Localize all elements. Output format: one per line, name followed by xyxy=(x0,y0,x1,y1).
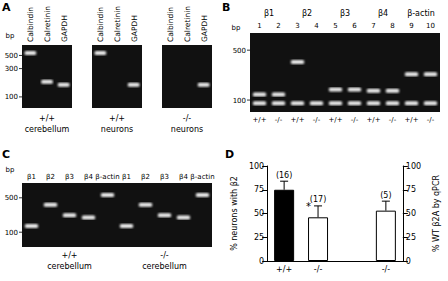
svg-text:GAPDH: GAPDH xyxy=(130,15,139,42)
svg-text:6: 6 xyxy=(352,22,357,30)
svg-text:-/-: -/- xyxy=(183,114,192,123)
svg-text:-/-: -/- xyxy=(389,116,397,124)
svg-text:4: 4 xyxy=(314,22,319,30)
svg-text:D: D xyxy=(225,148,234,161)
svg-text:100: 100 xyxy=(5,229,18,237)
svg-text:cerebellum: cerebellum xyxy=(25,125,70,134)
svg-text:neurons: neurons xyxy=(171,125,203,134)
svg-text:β3: β3 xyxy=(65,173,74,181)
svg-text:+/+: +/+ xyxy=(39,114,55,123)
svg-text:(5): (5) xyxy=(380,191,391,200)
svg-text:β-actin: β-actin xyxy=(407,9,435,18)
svg-text:+/+: +/+ xyxy=(109,114,125,123)
svg-text:+/+: +/+ xyxy=(290,116,304,124)
svg-text:cerebellum: cerebellum xyxy=(142,262,187,271)
svg-text:-/-: -/- xyxy=(275,116,283,124)
svg-text:Calretinin: Calretinin xyxy=(43,6,52,42)
svg-text:-/-: -/- xyxy=(382,265,391,274)
svg-text:% neurons with β2: % neurons with β2 xyxy=(230,176,239,251)
svg-text:β1: β1 xyxy=(264,9,274,18)
svg-text:bp: bp xyxy=(232,24,241,32)
svg-text:50: 50 xyxy=(254,209,264,218)
svg-text:0: 0 xyxy=(259,257,264,266)
svg-text:*: * xyxy=(306,201,311,212)
svg-text:500: 500 xyxy=(233,47,246,55)
svg-text:9: 9 xyxy=(409,22,413,30)
svg-text:+/+: +/+ xyxy=(404,116,418,124)
svg-text:+/+: +/+ xyxy=(276,265,292,274)
svg-text:Calbindin: Calbindin xyxy=(96,7,105,42)
svg-text:bp: bp xyxy=(6,32,15,40)
svg-text:100: 100 xyxy=(406,162,421,171)
svg-text:+/+: +/+ xyxy=(61,251,77,260)
svg-text:bp: bp xyxy=(6,166,15,174)
svg-text:-/-: -/- xyxy=(160,251,169,260)
svg-text:GAPDH: GAPDH xyxy=(200,15,209,42)
svg-text:300: 300 xyxy=(5,65,18,73)
svg-text:β4: β4 xyxy=(179,173,188,181)
svg-text:50: 50 xyxy=(406,209,416,218)
svg-text:β2: β2 xyxy=(46,173,55,181)
svg-text:7: 7 xyxy=(371,22,375,30)
svg-text:β-actin: β-actin xyxy=(190,173,214,181)
svg-text:β2: β2 xyxy=(302,9,312,18)
svg-text:β2: β2 xyxy=(141,173,150,181)
svg-text:B: B xyxy=(222,1,230,14)
svg-text:75: 75 xyxy=(406,185,416,194)
svg-text:2: 2 xyxy=(276,22,280,30)
svg-text:C: C xyxy=(2,148,10,161)
svg-text:3: 3 xyxy=(295,22,299,30)
svg-text:+/+: +/+ xyxy=(252,116,266,124)
svg-text:75: 75 xyxy=(254,185,264,194)
svg-text:8: 8 xyxy=(390,22,394,30)
svg-text:(17): (17) xyxy=(310,195,326,204)
svg-text:10: 10 xyxy=(426,22,435,30)
svg-text:-/-: -/- xyxy=(314,265,323,274)
svg-text:500: 500 xyxy=(5,194,18,202)
svg-text:-/-: -/- xyxy=(313,116,321,124)
svg-text:Calretinin: Calretinin xyxy=(113,6,122,42)
svg-text:β-actin: β-actin xyxy=(95,173,119,181)
svg-text:Calbindin: Calbindin xyxy=(26,7,35,42)
svg-text:100: 100 xyxy=(249,162,264,171)
svg-text:25: 25 xyxy=(254,233,264,242)
svg-text:-/-: -/- xyxy=(351,116,359,124)
svg-text:1: 1 xyxy=(257,22,261,30)
svg-text:25: 25 xyxy=(406,233,416,242)
svg-text:% WT β2A by qPCR: % WT β2A by qPCR xyxy=(432,175,441,253)
svg-text:β4: β4 xyxy=(378,9,388,18)
svg-text:100: 100 xyxy=(233,97,246,105)
svg-text:GAPDH: GAPDH xyxy=(60,15,69,42)
svg-text:500: 500 xyxy=(5,52,18,60)
svg-text:Calbindin: Calbindin xyxy=(166,7,175,42)
svg-text:β1: β1 xyxy=(27,173,36,181)
svg-text:+/+: +/+ xyxy=(366,116,380,124)
svg-text:(16): (16) xyxy=(276,171,292,180)
svg-text:0: 0 xyxy=(406,257,411,266)
svg-text:100: 100 xyxy=(5,93,18,101)
svg-text:5: 5 xyxy=(333,22,337,30)
svg-text:β3: β3 xyxy=(340,9,350,18)
svg-text:β3: β3 xyxy=(160,173,169,181)
svg-text:+/+: +/+ xyxy=(328,116,342,124)
svg-text:neurons: neurons xyxy=(101,125,133,134)
svg-text:β4: β4 xyxy=(84,173,93,181)
svg-text:A: A xyxy=(2,1,11,14)
svg-text:cerebellum: cerebellum xyxy=(47,262,92,271)
svg-text:-/-: -/- xyxy=(427,116,435,124)
svg-text:β1: β1 xyxy=(122,173,131,181)
svg-text:Calretinin: Calretinin xyxy=(183,6,192,42)
